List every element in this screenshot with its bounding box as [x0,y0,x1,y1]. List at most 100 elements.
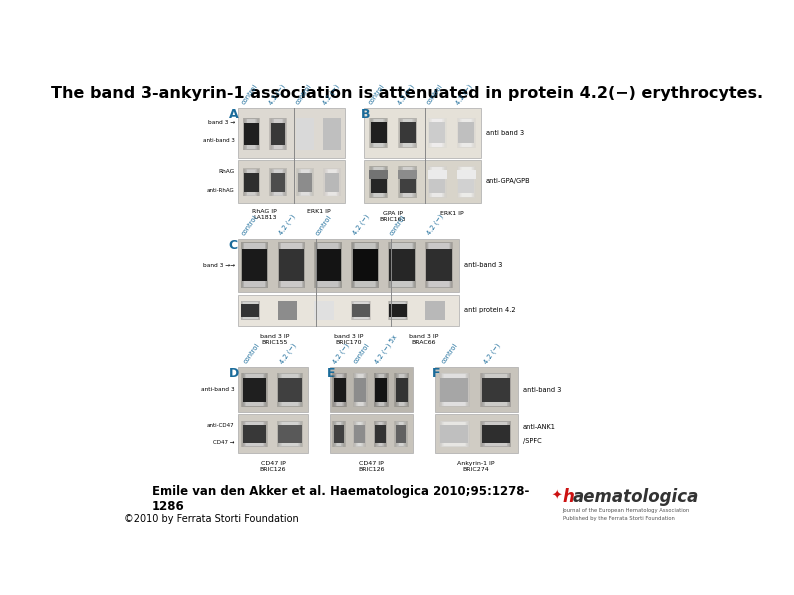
Bar [352,301,371,320]
Text: control: control [441,342,459,365]
Bar [247,119,256,149]
Bar [273,169,283,196]
Text: ERK1 IP: ERK1 IP [440,211,464,216]
Text: anti-band 3: anti-band 3 [464,262,503,268]
Bar [399,167,416,198]
Text: RhAG: RhAG [218,170,235,174]
Bar [244,173,259,192]
Bar [326,169,339,196]
Text: C: C [229,239,237,252]
Bar [333,373,345,406]
Bar [278,373,302,406]
Bar [328,170,337,196]
Bar [373,167,384,197]
Bar [402,119,414,147]
Bar [484,374,507,406]
Bar [484,422,508,446]
Bar [372,118,386,147]
Bar [396,421,406,447]
Bar [432,167,442,197]
Bar [461,167,472,197]
Text: anti-GPA/GPB: anti-GPA/GPB [486,178,530,184]
Text: D: D [229,367,239,380]
Bar [395,373,410,407]
Text: band 3 IP
BRIC170: band 3 IP BRIC170 [333,334,363,345]
Bar [375,421,386,447]
Text: anti-RhAG: anti-RhAG [207,189,235,193]
Bar [334,373,345,406]
Bar [400,171,416,193]
Bar [439,421,469,447]
Bar [337,374,342,406]
Bar [462,119,471,146]
Bar [426,301,445,320]
Bar [237,108,345,158]
Bar [353,302,369,320]
Bar [391,243,414,287]
Bar [430,167,444,197]
Bar [278,301,297,320]
Bar [443,422,466,446]
Bar [371,123,387,143]
Bar [389,302,407,320]
Bar [379,422,382,446]
Bar [459,167,474,198]
Bar [372,167,384,197]
Bar [355,243,376,287]
Bar [377,422,384,446]
Bar [296,118,314,150]
Bar [277,421,303,447]
Text: control: control [243,342,261,365]
Bar [391,302,405,319]
Bar [427,243,451,287]
Bar [396,425,407,443]
Bar [442,374,466,406]
Bar [399,422,403,446]
Bar [276,373,303,407]
Bar [364,108,480,158]
Bar [335,422,343,446]
Bar [277,373,303,406]
Bar [370,118,387,148]
Bar [371,167,387,198]
Bar [483,374,509,406]
Bar [279,249,304,281]
Bar [353,302,370,320]
Text: 4.2 (−) 5x: 4.2 (−) 5x [374,333,399,365]
Bar [434,367,518,412]
Text: anti-band 3: anti-band 3 [201,387,235,392]
Bar [399,170,418,179]
Bar [457,170,476,179]
Bar [442,422,466,446]
Text: 4.2 (−): 4.2 (−) [455,83,474,106]
Bar [276,421,303,447]
Bar [241,301,260,320]
Bar [333,421,344,447]
Bar [372,119,384,147]
Bar [243,302,258,320]
Bar [443,374,466,406]
Bar [328,170,336,195]
Bar [318,243,338,287]
Text: GPA IP
BRIC163: GPA IP BRIC163 [380,211,407,222]
Text: control: control [353,342,371,365]
Bar [237,414,309,453]
Text: Journal of the European Hematology Association: Journal of the European Hematology Assoc… [563,508,690,513]
Text: F: F [432,367,440,380]
Bar [371,118,387,148]
Bar [324,168,340,196]
Bar [279,373,301,406]
Text: ERK1 IP: ERK1 IP [306,209,330,214]
Bar [299,169,311,196]
Bar [317,243,340,287]
Bar [245,422,264,446]
Bar [244,118,259,150]
Bar [375,373,387,406]
Bar [399,422,403,446]
Bar [241,304,260,317]
Bar [336,374,344,406]
Bar [391,243,414,287]
Bar [242,373,267,406]
Bar [241,249,268,281]
Text: ✦: ✦ [552,490,562,503]
